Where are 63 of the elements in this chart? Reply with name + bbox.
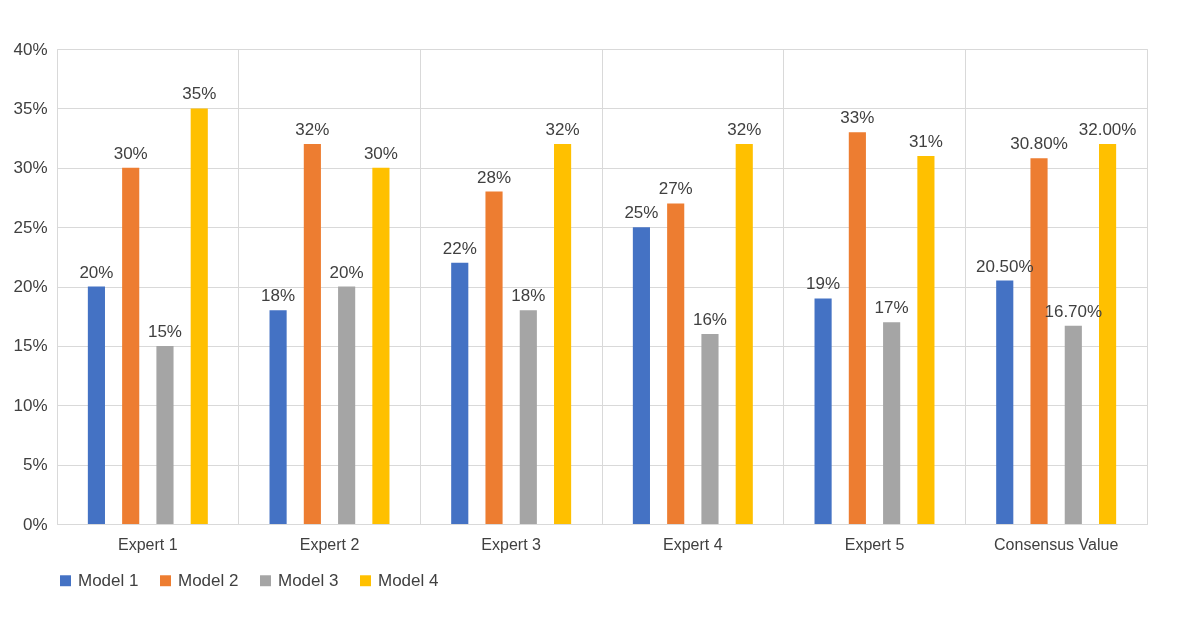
x-tick-label: Expert 1 (118, 535, 178, 553)
y-tick-label: 5% (22, 455, 48, 475)
y-tick-label: 40% (13, 39, 48, 59)
data-label: 17% (874, 298, 909, 318)
data-label: 20% (79, 262, 114, 282)
bar (1064, 325, 1082, 524)
x-tick-label: Expert 4 (663, 535, 723, 553)
bar (735, 144, 753, 524)
bar (338, 286, 356, 524)
data-label: 35% (182, 84, 217, 104)
y-tick-label: 0% (22, 514, 48, 534)
bar (372, 167, 390, 524)
y-tick-label: 30% (13, 158, 48, 178)
bar (996, 280, 1014, 524)
x-tick-label: Expert 3 (481, 535, 542, 553)
x-tick-label: Expert 5 (844, 535, 905, 553)
data-label: 33% (840, 108, 875, 128)
y-tick-label: 10% (13, 395, 48, 415)
bar (303, 144, 321, 524)
bar (917, 155, 935, 524)
bar (848, 132, 866, 524)
data-label: 30% (363, 143, 398, 163)
data-label: 31% (908, 131, 943, 151)
bar (701, 334, 719, 524)
bar (156, 345, 174, 524)
y-tick-label: 35% (13, 98, 48, 118)
bar (451, 262, 469, 524)
bar (519, 310, 537, 524)
data-label: 25% (624, 203, 659, 223)
legend-label: Model 1 (78, 570, 139, 590)
data-label: 32% (295, 120, 330, 139)
data-label: 28% (477, 167, 512, 187)
legend-label: Model 3 (278, 570, 339, 590)
y-tick-label: 15% (13, 336, 48, 356)
data-label: 32% (545, 120, 580, 139)
bar (269, 310, 287, 524)
legend-label: Model 4 (378, 570, 439, 590)
data-label: 18% (261, 286, 296, 306)
bar (814, 298, 832, 524)
data-label: 16% (692, 310, 727, 329)
y-tick-label: 25% (13, 217, 48, 237)
bar (554, 144, 572, 524)
data-label: 30.80% (1010, 134, 1068, 154)
data-label: 20% (329, 262, 364, 282)
data-label: 18% (511, 286, 546, 306)
data-label: 15% (147, 321, 182, 341)
bar (87, 286, 105, 524)
legend-label: Model 2 (178, 570, 239, 590)
data-label: 32% (727, 120, 762, 139)
bar (485, 191, 503, 524)
bar (667, 203, 685, 524)
bar (632, 227, 650, 524)
data-label: 22% (442, 238, 477, 258)
data-label: 30% (113, 143, 148, 163)
x-tick-label: Consensus Value (994, 535, 1119, 553)
bar (122, 167, 140, 524)
y-tick-label: 20% (13, 277, 48, 296)
bar (190, 108, 208, 524)
data-label: 32.00% (1078, 120, 1137, 139)
data-label: 19% (806, 274, 841, 294)
data-label: 27% (658, 179, 693, 199)
bar (883, 322, 901, 524)
x-tick-label: Expert 2 (299, 535, 360, 553)
